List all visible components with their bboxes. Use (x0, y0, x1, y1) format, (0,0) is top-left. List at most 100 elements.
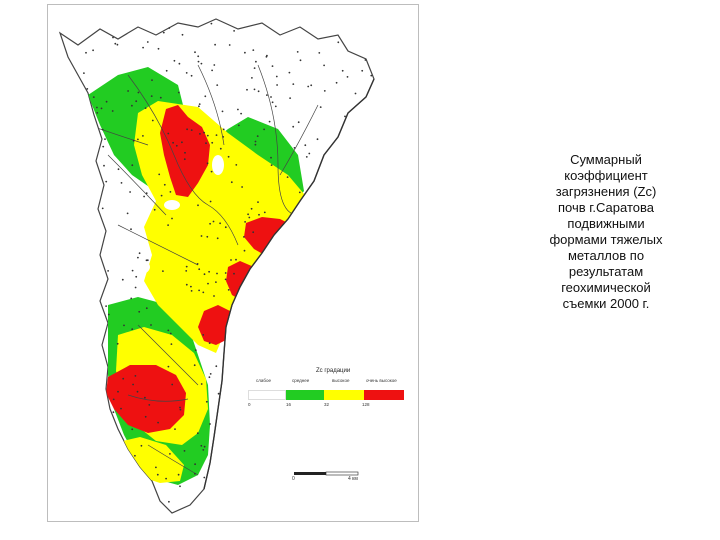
sample-point (200, 235, 203, 237)
sample-point (307, 85, 310, 88)
legend-tick-0: 0 (248, 402, 251, 407)
sample-point (144, 415, 147, 418)
sample-point (165, 69, 168, 72)
sample-point (169, 453, 171, 455)
sample-point (137, 138, 139, 141)
sample-point (341, 69, 344, 72)
sample-point (202, 334, 205, 336)
sample-point (230, 259, 232, 261)
sample-point (101, 128, 104, 131)
sample-point (131, 164, 134, 167)
sample-point (250, 207, 253, 210)
sample-point (120, 407, 122, 410)
sample-point (211, 141, 214, 144)
sample-point (230, 181, 233, 184)
sample-point (194, 472, 196, 475)
sample-point (202, 291, 205, 294)
sample-point (211, 69, 214, 72)
sample-point (185, 270, 188, 272)
sample-point (196, 263, 199, 265)
sample-point (151, 119, 154, 122)
sample-point (184, 151, 186, 154)
sample-point (129, 191, 131, 193)
sample-point (364, 59, 367, 61)
sample-point (179, 408, 182, 411)
sample-point (169, 332, 172, 335)
sample-point (153, 208, 156, 211)
sample-point (105, 100, 108, 103)
sample-point (344, 115, 346, 118)
sample-point (198, 105, 200, 108)
sample-point (271, 101, 274, 104)
sample-point (144, 396, 146, 399)
sample-point (310, 84, 313, 87)
sample-point (206, 235, 209, 238)
sample-point (157, 421, 159, 424)
sample-point (233, 272, 235, 275)
sample-point (253, 67, 256, 69)
sample-point (199, 133, 201, 135)
sample-point (323, 90, 326, 92)
sample-point (215, 281, 217, 283)
sample-point (237, 124, 240, 127)
sample-point (178, 62, 181, 65)
sample-point (213, 64, 216, 66)
sample-point (121, 278, 124, 281)
legend-label-medium: среднее (292, 378, 310, 383)
sample-point (137, 256, 139, 259)
sample-point (190, 290, 193, 292)
sample-point (167, 365, 170, 368)
sample-point (219, 147, 222, 150)
caption-line: формами тяжелых (549, 232, 663, 247)
sample-point (136, 390, 139, 393)
legend-tick-1: 16 (286, 402, 292, 407)
sample-point (132, 139, 135, 142)
sample-point (145, 259, 148, 262)
sample-point (256, 135, 259, 138)
sample-point (173, 59, 176, 62)
legend-swatch-medium (286, 390, 324, 400)
sample-point (203, 273, 206, 276)
sample-point (197, 204, 199, 207)
sample-point (92, 96, 95, 98)
sample-point (346, 76, 349, 78)
sample-point (159, 96, 162, 99)
sample-point (286, 176, 289, 179)
sample-point (228, 44, 231, 46)
sample-point (305, 156, 308, 158)
sample-point (257, 201, 259, 204)
sample-point (135, 100, 138, 103)
sample-point (288, 71, 291, 74)
sample-point (112, 36, 114, 39)
sample-point (209, 423, 211, 425)
sample-point (243, 236, 245, 238)
sample-point (114, 42, 117, 45)
sample-point (179, 485, 181, 488)
sample-point (130, 228, 132, 231)
sample-point (168, 500, 170, 503)
zone-weak-pockets (126, 155, 224, 275)
sample-point (196, 432, 199, 435)
sample-point (227, 155, 230, 158)
sample-point (203, 476, 206, 479)
sample-point (270, 96, 272, 98)
sample-point (145, 192, 148, 195)
sample-point (274, 105, 277, 108)
sample-point (134, 286, 137, 289)
sample-point (203, 131, 206, 134)
sample-point (200, 62, 203, 65)
sample-point (276, 84, 278, 86)
sample-point (268, 120, 271, 123)
sample-point (263, 211, 266, 214)
sample-point (171, 217, 173, 220)
volga-bank (203, 78, 375, 490)
scale-left-label: 0 (292, 476, 295, 482)
sample-point (335, 81, 338, 84)
sample-point (227, 289, 230, 291)
sample-point (210, 22, 213, 25)
sample-point (213, 295, 215, 297)
sample-point (179, 406, 181, 409)
pollution-map (58, 18, 375, 514)
sample-point (130, 297, 133, 300)
sample-point (162, 31, 165, 34)
